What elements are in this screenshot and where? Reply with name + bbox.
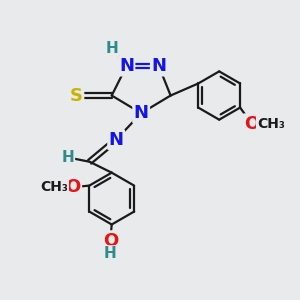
Text: H: H <box>61 150 74 165</box>
Text: N: N <box>151 57 166 75</box>
Text: O: O <box>65 178 81 196</box>
Text: O: O <box>244 115 260 133</box>
Text: S: S <box>70 86 83 104</box>
Text: N: N <box>134 104 149 122</box>
Text: N: N <box>109 131 124 149</box>
Text: CH₃: CH₃ <box>40 180 68 194</box>
Text: N: N <box>119 57 134 75</box>
Text: CH₃: CH₃ <box>257 117 285 131</box>
Text: O: O <box>103 232 118 250</box>
Text: H: H <box>105 41 118 56</box>
Text: H: H <box>104 246 117 261</box>
